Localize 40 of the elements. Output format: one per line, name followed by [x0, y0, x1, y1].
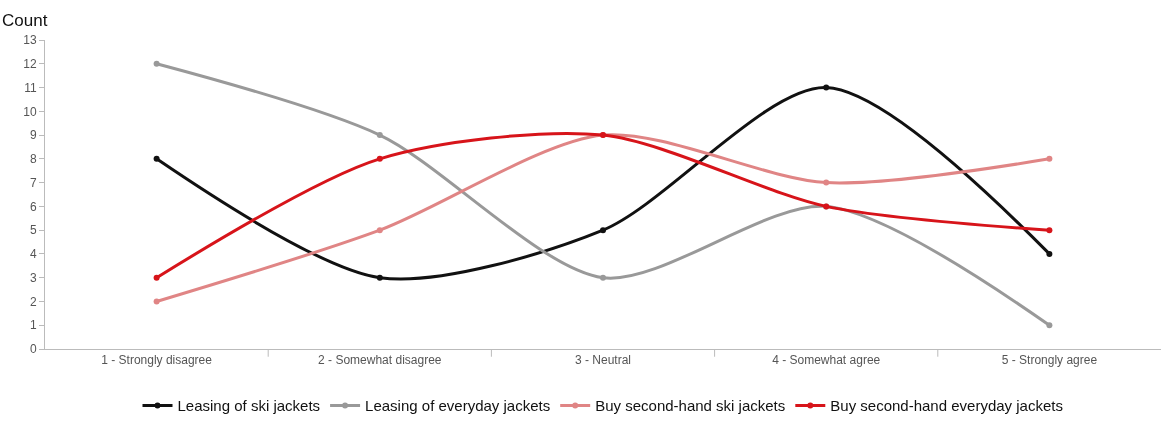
point: [153, 60, 160, 67]
y-tick-label: 3: [29, 270, 37, 285]
point: [376, 274, 383, 281]
y-tick-label: 1: [29, 318, 37, 333]
point: [1046, 227, 1053, 234]
y-tick-label: 9: [29, 128, 37, 143]
y-tick-label: 11: [24, 80, 37, 95]
x-tick-label: 1 - Strongly disagree: [101, 353, 213, 368]
y-tick-label: 7: [29, 175, 37, 190]
x-tick-label: 5 - Strongly agree: [1001, 353, 1098, 368]
point: [600, 227, 606, 234]
y-tick-label: 5: [29, 223, 37, 238]
y-tick-label: 2: [29, 294, 37, 309]
point: [376, 155, 383, 162]
y-tick-label: 13: [23, 33, 37, 48]
point: [600, 274, 606, 281]
y-tick-label: 0: [29, 342, 37, 357]
point: [1046, 322, 1053, 329]
y-tick-label: 10: [23, 104, 37, 119]
legend-label: Leasing of ski jackets: [177, 397, 321, 415]
x-tick-label: 3 - Neutral: [574, 353, 632, 368]
point: [376, 132, 383, 139]
legend-label: Leasing of everyday jackets: [365, 397, 551, 415]
point: [823, 84, 830, 91]
y-tick-label: 12: [23, 56, 37, 71]
point: [1046, 155, 1053, 162]
y-tick-label: 8: [29, 152, 37, 167]
legend-label: Buy second-hand ski jackets: [595, 397, 786, 415]
point: [1046, 250, 1053, 257]
x-tick-label: 4 - Somewhat agree: [772, 353, 881, 368]
point: [153, 298, 160, 305]
y-axis-title: Count: [2, 11, 48, 30]
legend-label: Buy second-hand everyday jackets: [830, 397, 1063, 415]
point: [153, 274, 160, 281]
point: [376, 227, 383, 234]
y-tick-label: 6: [29, 199, 37, 214]
y-tick-label: 4: [29, 247, 37, 262]
x-tick-label: 2 - Somewhat disagree: [318, 353, 442, 368]
point: [823, 179, 830, 186]
point: [153, 155, 160, 162]
